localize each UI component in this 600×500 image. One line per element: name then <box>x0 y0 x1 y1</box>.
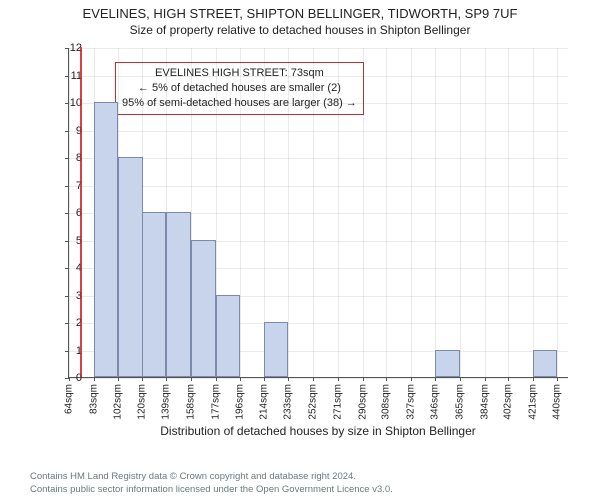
ytick-label: 7 <box>58 180 82 192</box>
ytick-label: 8 <box>58 152 82 164</box>
gridline-vertical <box>288 48 289 377</box>
xtick-label: 139sqm <box>161 384 172 420</box>
xtick-mark <box>485 377 486 381</box>
annotation-box: EVELINES HIGH STREET: 73sqm← 5% of detac… <box>115 62 364 115</box>
gridline-horizontal <box>69 186 568 187</box>
gridline-vertical <box>557 48 558 377</box>
xtick-label: 83sqm <box>88 384 99 414</box>
histogram-bar <box>118 157 143 377</box>
xtick-label: 365sqm <box>454 384 465 420</box>
ytick-label: 12 <box>58 42 82 54</box>
gridline-vertical <box>386 48 387 377</box>
gridline-vertical <box>363 48 364 377</box>
ytick-label: 11 <box>58 70 82 82</box>
xtick-mark <box>191 377 192 381</box>
gridline-vertical <box>435 48 436 377</box>
xtick-mark <box>363 377 364 381</box>
xtick-mark <box>411 377 412 381</box>
histogram-bar <box>142 212 167 377</box>
gridline-vertical <box>485 48 486 377</box>
xtick-label: 402sqm <box>502 384 513 420</box>
ytick-label: 3 <box>58 290 82 302</box>
xtick-mark <box>557 377 558 381</box>
histogram-bar <box>533 350 558 378</box>
ytick-label: 1 <box>58 345 82 357</box>
gridline-horizontal <box>69 378 568 379</box>
xtick-mark <box>142 377 143 381</box>
ytick-label: 2 <box>58 317 82 329</box>
ytick-label: 10 <box>58 97 82 109</box>
xtick-label: 290sqm <box>357 384 368 420</box>
gridline-vertical <box>533 48 534 377</box>
gridline-vertical <box>411 48 412 377</box>
xtick-label: 177sqm <box>210 384 221 420</box>
xtick-label: 214sqm <box>258 384 269 420</box>
footer-line-2: Contains public sector information licen… <box>30 484 393 496</box>
annotation-line: ← 5% of detached houses are smaller (2) <box>122 81 357 96</box>
xtick-label: 271sqm <box>332 384 343 420</box>
x-axis-label: Distribution of detached houses by size … <box>48 424 588 438</box>
xtick-label: 158sqm <box>186 384 197 420</box>
xtick-label: 327sqm <box>405 384 416 420</box>
gridline-vertical <box>508 48 509 377</box>
annotation-line: EVELINES HIGH STREET: 73sqm <box>122 66 357 81</box>
xtick-label: 233sqm <box>283 384 294 420</box>
gridline-horizontal <box>69 48 568 49</box>
xtick-label: 196sqm <box>235 384 246 420</box>
gridline-vertical <box>460 48 461 377</box>
xtick-mark <box>166 377 167 381</box>
xtick-mark <box>508 377 509 381</box>
xtick-mark <box>386 377 387 381</box>
chart-container: Number of detached properties EVELINES H… <box>48 44 578 404</box>
xtick-label: 421sqm <box>527 384 538 420</box>
histogram-bar <box>435 350 460 378</box>
xtick-label: 384sqm <box>479 384 490 420</box>
xtick-mark <box>216 377 217 381</box>
footer-attribution: Contains HM Land Registry data © Crown c… <box>30 471 393 496</box>
xtick-mark <box>533 377 534 381</box>
histogram-bar <box>94 102 119 377</box>
ytick-label: 9 <box>58 125 82 137</box>
chart-title-sub: Size of property relative to detached ho… <box>0 21 600 37</box>
histogram-bar <box>264 322 289 377</box>
xtick-label: 64sqm <box>64 384 75 414</box>
ytick-label: 6 <box>58 207 82 219</box>
gridline-horizontal <box>69 131 568 132</box>
ytick-label: 4 <box>58 262 82 274</box>
marker-line <box>80 47 82 377</box>
xtick-mark <box>69 377 70 381</box>
gridline-vertical <box>240 48 241 377</box>
histogram-bar <box>166 212 191 377</box>
gridline-horizontal <box>69 103 568 104</box>
xtick-mark <box>118 377 119 381</box>
xtick-mark <box>435 377 436 381</box>
xtick-mark <box>264 377 265 381</box>
ytick-label: 5 <box>58 235 82 247</box>
gridline-horizontal <box>69 158 568 159</box>
ytick-label: 0 <box>58 372 82 384</box>
chart-title-main: EVELINES, HIGH STREET, SHIPTON BELLINGER… <box>0 0 600 21</box>
xtick-mark <box>288 377 289 381</box>
gridline-vertical <box>313 48 314 377</box>
xtick-label: 252sqm <box>308 384 319 420</box>
xtick-mark <box>240 377 241 381</box>
xtick-mark <box>460 377 461 381</box>
gridline-vertical <box>69 48 70 377</box>
histogram-bar <box>191 240 216 378</box>
xtick-label: 346sqm <box>430 384 441 420</box>
xtick-mark <box>313 377 314 381</box>
xtick-label: 120sqm <box>136 384 147 420</box>
plot-area: EVELINES HIGH STREET: 73sqm← 5% of detac… <box>68 48 568 378</box>
xtick-mark <box>94 377 95 381</box>
footer-line-1: Contains HM Land Registry data © Crown c… <box>30 471 393 483</box>
xtick-mark <box>338 377 339 381</box>
histogram-bar <box>216 295 241 378</box>
xtick-label: 440sqm <box>552 384 563 420</box>
xtick-label: 308sqm <box>380 384 391 420</box>
xtick-label: 102sqm <box>113 384 124 420</box>
gridline-vertical <box>338 48 339 377</box>
gridline-horizontal <box>69 76 568 77</box>
